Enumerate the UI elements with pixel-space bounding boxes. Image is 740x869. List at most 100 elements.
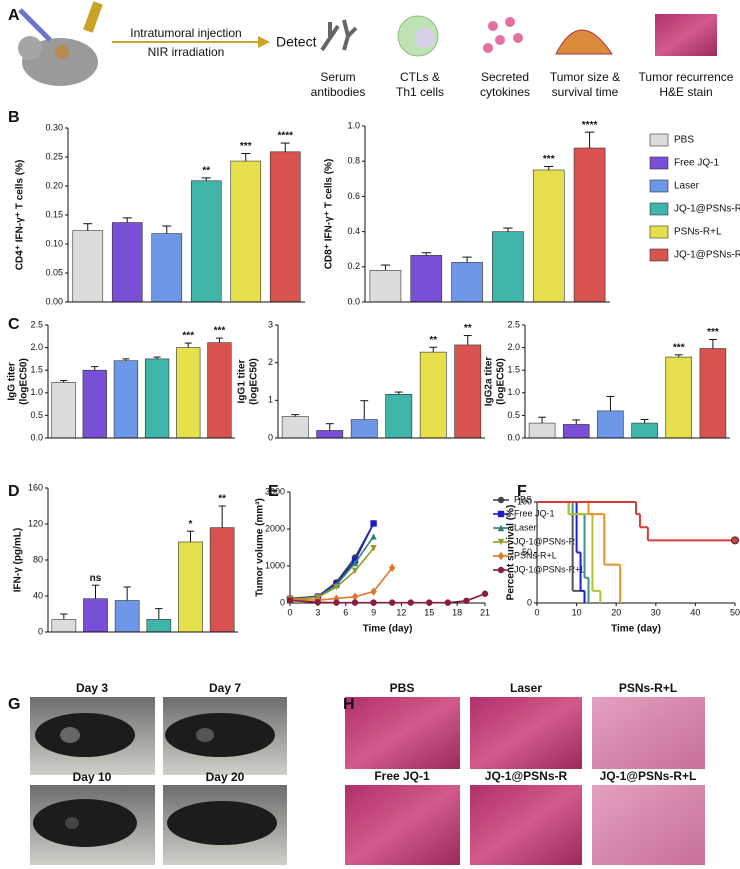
histology-image (592, 785, 705, 865)
y-tick-label: 0 (38, 626, 43, 636)
legend-label: PBS (514, 494, 532, 504)
bar (528, 422, 556, 439)
y-tick-label: 3000 (265, 486, 285, 496)
panel-label: G (8, 696, 20, 713)
marker (351, 592, 359, 601)
bar (573, 147, 606, 303)
significance: ** (202, 166, 210, 177)
y-tick-label: 0.0 (507, 432, 520, 442)
detect-item: survival time (552, 85, 619, 99)
bar (350, 419, 378, 439)
antibody-icon (320, 19, 358, 52)
marker (370, 599, 377, 606)
histology-panels (345, 697, 705, 865)
marker (388, 563, 396, 573)
legend-label: JQ-1@PSNs-R+L (674, 250, 740, 261)
bar (82, 369, 107, 439)
bar (665, 356, 693, 439)
y-tick-label: 0.15 (45, 209, 63, 219)
histology-title: PSNs-R+L (619, 681, 677, 695)
marker (333, 594, 340, 603)
y-tick-label: 2000 (265, 523, 285, 533)
bar (532, 169, 565, 303)
panel-label: E (268, 483, 279, 500)
histology-title: JQ-1@PSNs-R (485, 769, 568, 783)
arrow-label: Intratumoral injection (130, 26, 241, 40)
wound (65, 817, 79, 829)
cytokine-icon (483, 17, 523, 53)
y-tick-label: 0.2 (347, 261, 360, 271)
legend-swatch (649, 133, 669, 147)
y-axis-label: Percent survival (%) (506, 505, 517, 601)
panel-label: A (8, 7, 20, 24)
y-tick-label: 0 (527, 597, 532, 607)
histology-title: JQ-1@PSNs-R+L (600, 769, 697, 783)
bar (146, 619, 172, 633)
x-tick-label: 6 (343, 607, 348, 617)
bar (419, 351, 447, 439)
legend-label: Free JQ-1 (514, 508, 555, 518)
y-tick-label: 0.4 (347, 226, 360, 236)
detect-item: CTLs & (400, 70, 440, 84)
histology-image (592, 697, 705, 769)
bar (144, 358, 170, 439)
y-tick-label: 2.5 (30, 319, 43, 329)
photo-title: Day 10 (73, 770, 112, 784)
bar (207, 342, 232, 439)
marker (351, 559, 359, 567)
arrow-head (258, 36, 270, 48)
bar (597, 410, 624, 439)
marker (314, 599, 322, 606)
detect-item: Tumor recurrence (639, 70, 734, 84)
histology-image (470, 785, 582, 865)
mouse-photo (167, 801, 277, 845)
marker (370, 545, 377, 552)
syringe-icon (18, 8, 52, 42)
y-tick-label: 0 (280, 597, 285, 607)
stain-icon (655, 14, 717, 56)
marker (481, 590, 489, 597)
cell-nucleus (415, 28, 435, 48)
marker (333, 583, 340, 591)
histology-image (345, 785, 460, 865)
mouse-photo (165, 713, 275, 757)
x-tick-label: 3 (315, 607, 320, 617)
panel-label: F (517, 483, 527, 500)
legend-label: JQ-1@PSNs-R (674, 204, 740, 215)
bar (72, 230, 104, 303)
marker (463, 597, 470, 604)
marker (497, 496, 505, 504)
y-tick-label: 3 (268, 319, 273, 329)
x-tick-label: 20 (611, 607, 621, 617)
significance: *** (182, 331, 194, 342)
y-tick-label: 2.0 (30, 342, 43, 352)
y-tick-label: 0.6 (347, 191, 360, 201)
bar (562, 424, 590, 439)
marker (351, 567, 359, 575)
marker (286, 597, 294, 604)
y-axis-label: IFN-γ (pg/mL) (13, 528, 24, 592)
laser-icon (83, 1, 103, 33)
y-tick-label: 0.00 (45, 296, 63, 306)
y-axis-label: Tumor volume (mm³) (255, 498, 266, 597)
significance: *** (543, 154, 555, 165)
x-tick-label: 12 (396, 607, 406, 617)
y-tick-label: 80 (33, 554, 43, 564)
y-axis-label: (logEC50) (496, 358, 507, 405)
bar (316, 430, 344, 439)
detect-item: Tumor size & (550, 70, 620, 84)
x-tick-label: 30 (651, 607, 661, 617)
bar (51, 619, 77, 633)
y-tick-label: 0.30 (45, 122, 63, 132)
legend-label: PSNs-R+L (674, 227, 722, 238)
y-tick-label: 2.5 (507, 319, 520, 329)
photo-panels (30, 697, 287, 865)
histology-image (470, 697, 582, 769)
marker (497, 510, 505, 518)
marker (497, 551, 505, 561)
survival-end (731, 536, 739, 545)
bar (454, 344, 482, 439)
bar (369, 270, 402, 303)
y-tick-label: 0.25 (45, 151, 63, 161)
x-axis-label: Time (day) (363, 624, 413, 635)
